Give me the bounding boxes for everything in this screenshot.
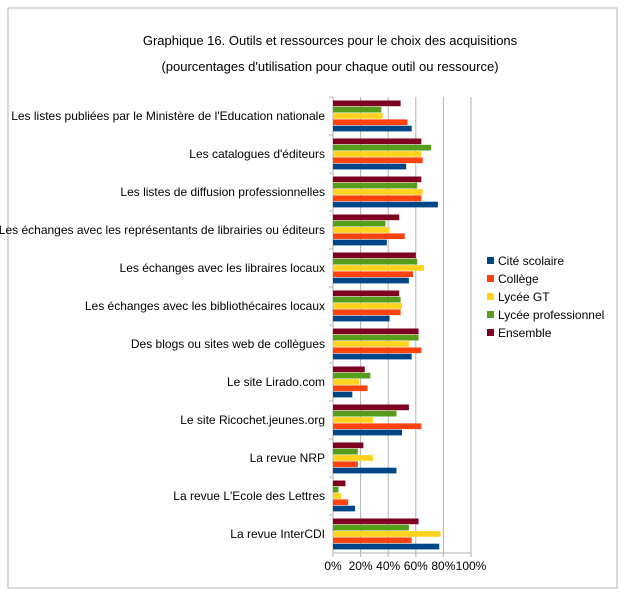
chart-title: Graphique 16. Outils et ressources pour … (143, 33, 518, 48)
bar (333, 448, 358, 455)
legend-label: Lycée professionnel (498, 308, 604, 322)
bar (333, 385, 368, 392)
bar (333, 404, 409, 411)
legend-swatch (487, 311, 494, 318)
x-tick-label: 40% (376, 559, 400, 573)
legend-label: Cité scolaire (498, 254, 564, 268)
bar (333, 372, 371, 379)
bar (333, 176, 422, 183)
bar (333, 271, 414, 278)
legend-swatch (487, 293, 494, 300)
bar (333, 119, 408, 126)
bar (333, 334, 419, 341)
bar (333, 505, 356, 512)
category-label: Le site Lirado.com (227, 375, 325, 389)
bar (333, 499, 349, 506)
bar (333, 417, 374, 423)
bar (333, 341, 409, 347)
bar (333, 201, 438, 208)
bar (333, 480, 346, 487)
bar (333, 429, 402, 436)
x-tick-label: 80% (431, 559, 455, 573)
bar (333, 455, 374, 461)
category-label: Les échanges avec les bibliothécaires lo… (85, 299, 325, 313)
bar (333, 543, 440, 550)
bar (333, 189, 423, 195)
bar (333, 151, 422, 157)
category-label: La revue InterCDI (230, 527, 325, 541)
category-label: Les échanges avec les libraires locaux (120, 261, 325, 275)
bar (333, 163, 407, 170)
legend-label: Ensemble (498, 326, 552, 340)
legend-swatch (487, 275, 494, 282)
bar (333, 265, 425, 271)
bar (333, 303, 402, 309)
category-label: Les listes publiées par le Ministère de … (11, 109, 325, 123)
category-label: Les listes de diffusion professionnelles (120, 185, 325, 199)
category-label: La revue NRP (250, 451, 325, 465)
bar (333, 537, 412, 544)
chart-border (7, 7, 618, 589)
bar (333, 100, 401, 107)
bar (333, 106, 382, 113)
bar (333, 296, 401, 303)
bar (333, 227, 390, 233)
bar (333, 531, 441, 537)
legend-label: Collège (498, 272, 539, 286)
bar (333, 328, 419, 335)
legend-swatch (487, 329, 494, 336)
category-label: Les échanges avec les représentants de l… (0, 223, 325, 237)
legend-label: Lycée GT (498, 290, 550, 304)
x-tick-label: 60% (404, 559, 428, 573)
category-label: La revue L'Ecole des Lettres (173, 489, 325, 503)
bar (333, 277, 409, 284)
bar (333, 461, 358, 468)
bar (333, 138, 422, 145)
bar (333, 467, 397, 474)
bar (333, 252, 416, 259)
bar (333, 309, 401, 316)
bar (333, 493, 342, 499)
bar (333, 157, 423, 164)
bar (333, 214, 400, 221)
bar (333, 347, 422, 354)
bar (333, 290, 400, 297)
bar (333, 315, 390, 322)
bar (333, 410, 397, 417)
bar (333, 353, 412, 360)
bar (333, 423, 422, 430)
bar (333, 233, 405, 240)
bar (333, 113, 383, 119)
chart-subtitle: (pourcentages d'utilisation pour chaque … (161, 59, 498, 74)
bar (333, 486, 339, 493)
bar (333, 239, 387, 246)
category-label: Les catalogues d'éditeurs (189, 147, 325, 161)
bar (333, 524, 409, 531)
bar (333, 144, 431, 151)
bar (333, 442, 364, 449)
bar (333, 182, 418, 189)
bar (333, 379, 360, 385)
bar (333, 195, 422, 202)
x-tick-label: 20% (349, 559, 373, 573)
bar (333, 518, 419, 525)
bar (333, 391, 353, 398)
x-tick-label: 100% (456, 559, 487, 573)
category-label: Le site Ricochet.jeunes.org (180, 413, 325, 427)
category-label: Des blogs ou sites web de collègues (131, 337, 325, 351)
bar (333, 125, 412, 132)
bar (333, 258, 418, 265)
bar (333, 366, 365, 373)
x-tick-label: 0% (324, 559, 342, 573)
bar (333, 220, 386, 227)
legend-swatch (487, 257, 494, 264)
